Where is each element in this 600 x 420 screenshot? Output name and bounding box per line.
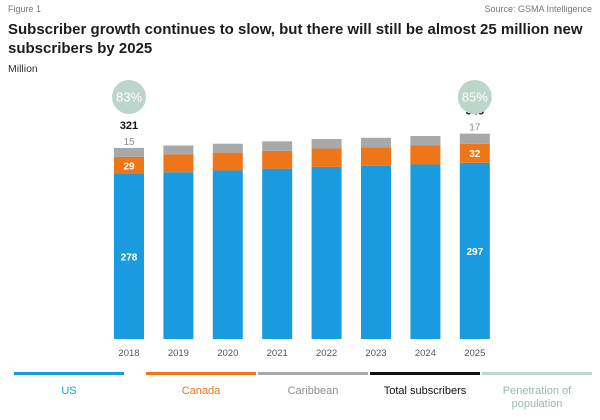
bar-segment-us-2022 — [311, 166, 342, 339]
bar-segment-canada-2021 — [262, 150, 293, 169]
bar-segment-us-2023 — [361, 165, 391, 339]
bar-segment-canada-2019 — [163, 154, 194, 173]
bar-segment-caribbean-2018 — [114, 147, 144, 157]
legend-label: Canada — [181, 385, 221, 397]
legend-label: Total subscribers — [383, 385, 467, 397]
x-tick-label-2022: 2022 — [316, 348, 337, 359]
x-tick-label-2018: 2018 — [118, 348, 139, 359]
legend-item-us: US — [14, 372, 124, 398]
source-note: Source: GSMA Intelligence — [484, 4, 592, 14]
bar-segment-canada-2024 — [410, 145, 441, 165]
legend-item-penetration-of-population: Penetration of population — [482, 372, 592, 411]
bar-segment-canada-2023 — [361, 147, 391, 166]
bar-segment-caribbean-2019 — [163, 145, 194, 155]
x-tick-label-2020: 2020 — [217, 348, 238, 359]
legend-item-total-subscribers: Total subscribers — [370, 372, 480, 398]
data-label-caribbean-2018: 15 — [123, 137, 135, 148]
bar-segment-caribbean-2020 — [212, 143, 243, 153]
legend-swatch — [482, 372, 592, 375]
penetration-label-2018: 83% — [116, 90, 142, 105]
unit-label: Million — [8, 63, 38, 75]
legend-item-canada: Canada — [146, 372, 256, 398]
data-label-canada-2018: 29 — [123, 161, 135, 172]
legend-swatch — [146, 372, 256, 375]
legend-item-caribbean: Caribbean — [258, 372, 368, 398]
header-bar: Figure 1 Source: GSMA Intelligence — [8, 4, 592, 18]
legend-swatch — [14, 372, 124, 375]
bar-segment-us-2018 — [114, 174, 144, 339]
data-label-caribbean-2025: 17 — [469, 123, 481, 134]
legend-swatch — [370, 372, 480, 375]
legend-label: Penetration of population — [502, 385, 572, 410]
bar-segment-caribbean-2025 — [459, 133, 490, 144]
x-tick-label-2019: 2019 — [168, 348, 189, 359]
bar-segment-us-2024 — [410, 164, 441, 339]
x-tick-label-2025: 2025 — [464, 348, 485, 359]
penetration-circle-2018 — [112, 80, 146, 114]
stacked-bar-chart: 278 29 15 321 2018 2019 2020 2021 2022 2023 2024 29… — [112, 80, 492, 359]
bar-segment-caribbean-2021 — [262, 141, 293, 151]
bar-segment-caribbean-2023 — [361, 137, 391, 148]
legend-label: Caribbean — [287, 385, 339, 397]
penetration-label-2025: 85% — [462, 90, 488, 105]
penetration-circle-2025 — [457, 80, 492, 114]
legend: US Canada Caribbean Total subscribers Penetr… — [0, 372, 600, 420]
bar-segment-caribbean-2022 — [311, 138, 342, 149]
bar-segment-caribbean-2024 — [410, 136, 441, 146]
figure-label: Figure 1 — [8, 4, 42, 14]
data-label-canada-2025: 32 — [469, 149, 481, 160]
bar-segment-canada-2020 — [212, 152, 243, 171]
bar-segment-us-2019 — [163, 172, 194, 339]
x-tick-label-2023: 2023 — [365, 348, 386, 359]
bar-segment-us-2025 — [459, 162, 490, 339]
bar-segment-us-2021 — [262, 168, 293, 339]
bar-segment-canada-2025 — [459, 143, 490, 163]
data-label-us-2025: 297 — [466, 247, 483, 258]
legend-label: US — [61, 385, 77, 397]
total-label-2018: 321 — [120, 120, 138, 132]
x-tick-label-2024: 2024 — [415, 348, 436, 359]
bar-segment-canada-2018 — [114, 156, 144, 175]
bar-segment-us-2020 — [212, 170, 243, 339]
data-label-us-2018: 278 — [121, 253, 138, 264]
chart-title: Subscriber growth continues to slow, but… — [8, 21, 583, 57]
x-tick-label-2021: 2021 — [267, 348, 288, 359]
bar-segment-canada-2022 — [311, 148, 342, 167]
legend-swatch — [258, 372, 368, 375]
